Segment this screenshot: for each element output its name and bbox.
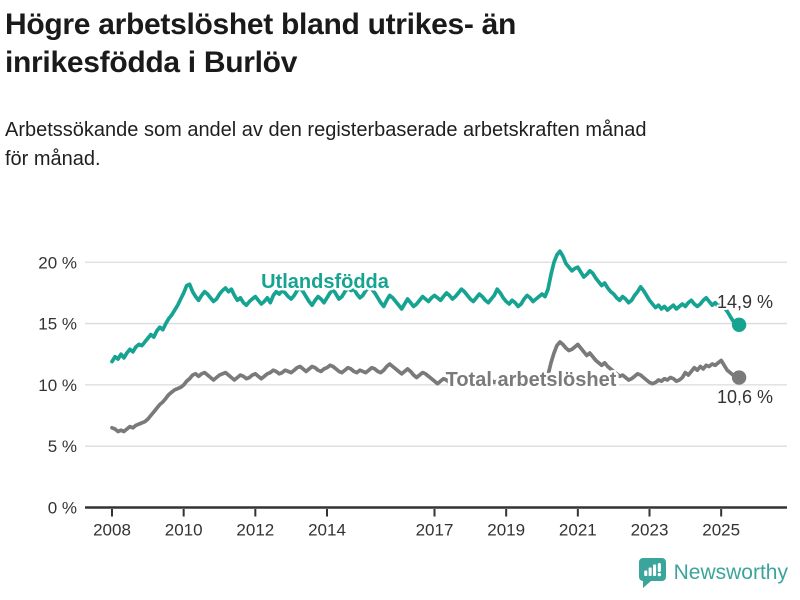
series-label-total-arbetsloshet: Total arbetslöshet — [446, 369, 617, 391]
subtitle-line-1: Arbetssökande som andel av den registerb… — [5, 119, 647, 141]
y-tick-label: 15 % — [38, 315, 77, 334]
y-tick-label: 20 % — [38, 253, 77, 272]
unemployment-line-chart: 2008 2010 2012 2014 2017 2019 2021 2023 2025 0 % 5… — [0, 218, 800, 548]
chart-header: Högre arbetslöshet bland utrikes- än inri… — [5, 6, 795, 82]
x-tick-label: 2012 — [236, 521, 274, 540]
x-tick-label: 2014 — [308, 521, 346, 540]
x-tick-label: 2021 — [559, 521, 597, 540]
series-end-dot — [731, 317, 747, 332]
x-tick-label: 2025 — [702, 521, 740, 540]
end-value-label-utlandsfodda: 14,9 % — [717, 292, 773, 312]
x-tick-label: 2019 — [487, 521, 525, 540]
subtitle-line-2: för månad. — [5, 148, 101, 170]
brand-name: Newsworthy — [673, 560, 788, 584]
x-tick-label: 2008 — [93, 521, 131, 540]
series-label-utlandsfodda: Utlandsfödda — [261, 271, 390, 293]
chart-subtitle: Arbetssökande som andel av den registerb… — [5, 116, 647, 174]
line-chart-svg: 2008 2010 2012 2014 2017 2019 2021 2023 2025 0 % 5… — [38, 249, 787, 540]
end-value-label-total: 10,6 % — [717, 387, 773, 407]
x-tick-label: 2023 — [631, 521, 669, 540]
title-line-2: inrikesfödda i Burlöv — [5, 46, 298, 79]
x-tick-label: 2017 — [416, 521, 454, 540]
y-tick-label: 10 % — [38, 376, 77, 395]
y-tick-label: 5 % — [48, 437, 77, 456]
series-end-dot — [731, 370, 747, 385]
newsworthy-bubble-icon — [638, 558, 666, 588]
series-line-utlandsf-dda — [110, 249, 741, 364]
title-line-1: Högre arbetslöshet bland utrikes- än — [5, 8, 516, 41]
newsworthy-logo[interactable]: Newsworthy — [638, 557, 788, 588]
series-line-total-arbetsl-shet — [110, 340, 741, 434]
page-title: Högre arbetslöshet bland utrikes- än inri… — [5, 6, 795, 82]
y-tick-label: 0 % — [48, 499, 77, 518]
x-tick-label: 2010 — [165, 521, 203, 540]
